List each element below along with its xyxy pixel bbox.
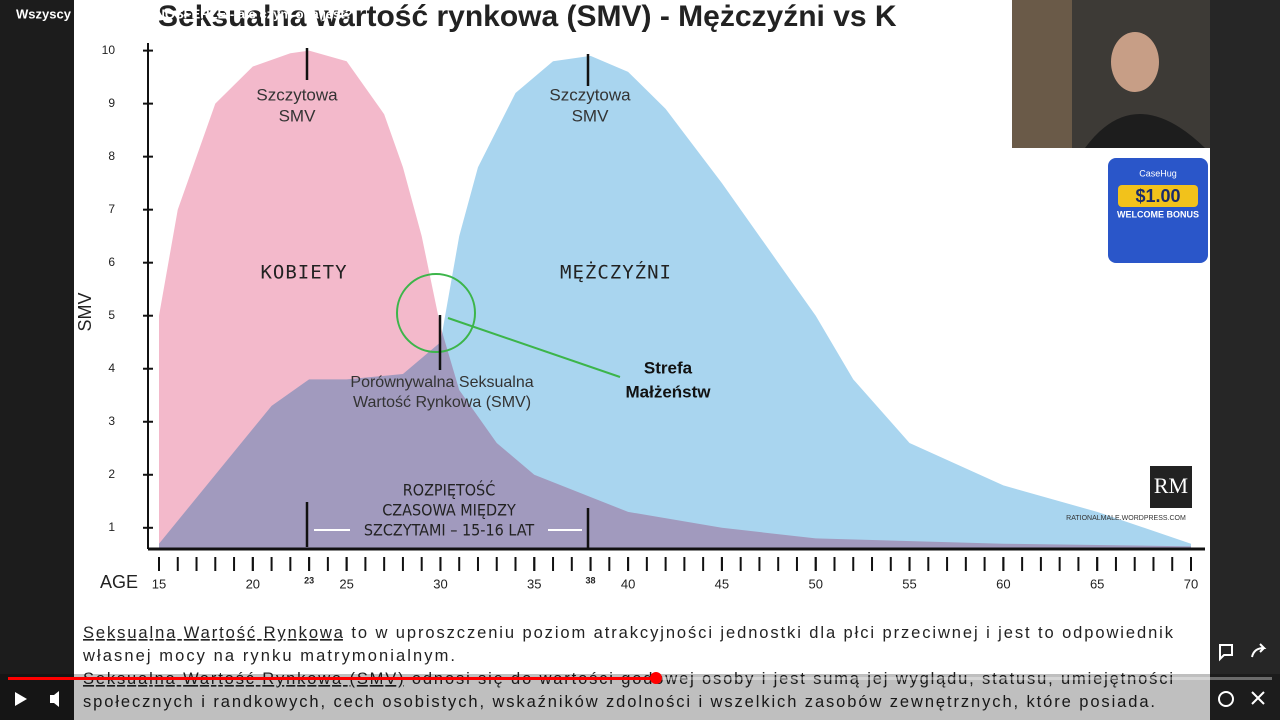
annotation: ROZPIĘTOŚĆ [403, 481, 496, 500]
ad-text: WELCOME BONUS [1117, 209, 1199, 219]
annotation: SZCZYTAMI – 15-16 LAT [364, 521, 534, 540]
blur-left [0, 0, 74, 720]
y-tick-label: 5 [108, 308, 115, 322]
blur-right [1210, 0, 1280, 720]
annotation: Szczytowa [549, 85, 631, 104]
annotation: RM [1154, 473, 1188, 498]
volume-button[interactable] [50, 691, 59, 707]
annotation: RATIONALMALE.WORDPRESS.COM [1066, 515, 1186, 522]
y-tick-label: 7 [108, 202, 115, 216]
annotation: Strefa [644, 358, 693, 377]
x-axis-label: AGE [100, 572, 138, 592]
annotation: Szczytowa [256, 85, 338, 104]
y-tick-label: 3 [108, 414, 115, 428]
fullscreen-button[interactable] [1251, 691, 1265, 705]
ad-brand: CaseHug [1139, 168, 1177, 178]
peak-lines [305, 48, 590, 550]
x-tick-label: 35 [527, 576, 541, 591]
progress-played [8, 677, 656, 680]
y-tick-label: 6 [108, 255, 115, 269]
logo-box [1150, 466, 1192, 508]
y-tick-label: 9 [108, 96, 115, 110]
progress-handle[interactable] [650, 672, 662, 684]
x-tick-label: 30 [433, 576, 447, 591]
legend-label: KOBIETY [260, 262, 347, 284]
ad-banner[interactable] [1108, 158, 1208, 263]
comments-button[interactable] [1219, 644, 1233, 662]
plot [159, 50, 1191, 550]
webcam-body [1085, 114, 1205, 148]
x-tick-label: 55 [902, 576, 916, 591]
annotation: CZASOWA MIĘDZY [382, 501, 516, 520]
annotation: SMV [279, 106, 317, 125]
x-tick-label: 65 [1090, 576, 1104, 591]
annotation: SMV [572, 106, 610, 125]
y-axis-label: SMV [75, 292, 95, 331]
caption-line: własnej mocy na rynku matrymonialnym. [82, 647, 455, 665]
play-button[interactable] [15, 692, 27, 706]
x-tick-label: 70 [1184, 576, 1198, 591]
controls-bar [0, 674, 1280, 720]
share-button[interactable] [1251, 643, 1267, 658]
ad-amount-box [1118, 185, 1198, 207]
caption-part: własnej mocy na rynku matrymonialnym. [82, 647, 455, 665]
x-tick-label: 50 [808, 576, 822, 591]
annotation: Wartość Rynkowa (SMV) [353, 394, 531, 411]
x-tick-label: 40 [621, 576, 635, 591]
x-tick-label: 25 [339, 576, 353, 591]
y-tick-label: 2 [108, 467, 115, 481]
y-tick-label: 4 [108, 361, 115, 375]
caption-part: to w uproszczeniu poziom atrakcyjności j… [345, 624, 1174, 642]
legend-label: MĘŻCZYŹNI [560, 261, 672, 284]
chart-title: Seksualna wartość rynkowa (SMV) - Mężczy… [158, 0, 897, 33]
x-tick-label: 38 [586, 575, 596, 585]
pointer-line [447, 317, 621, 378]
x-tick-label: 20 [246, 576, 260, 591]
x-tick-label: 60 [996, 576, 1010, 591]
y-tick-label: 8 [108, 149, 115, 163]
caption-line: społecznych i randkowych, cech osobistyc… [83, 693, 1155, 711]
area [159, 55, 1191, 549]
video-title[interactable]: Wszyscy żyjemy w MANOSFERZE - ale czym o… [16, 6, 353, 21]
caption-part: odnosi się do wartości godowej osoby i j… [405, 670, 1173, 688]
marker-circle [396, 273, 476, 353]
annotation: Porównywalna Seksualna [350, 374, 533, 391]
x-tick-label: 45 [715, 576, 729, 591]
x-tick-label: 15 [152, 576, 166, 591]
webcam-face [1111, 32, 1159, 92]
x-tick-label: 23 [304, 575, 314, 585]
caption-part: Seksualna Wartość Rynkowa [83, 624, 344, 642]
webcam-window [1012, 0, 1072, 148]
annotation: Małżeństw [625, 382, 711, 401]
y-tick-label: 1 [108, 520, 115, 534]
ad-amount: $1.00 [1135, 186, 1180, 206]
settings-button[interactable] [1218, 691, 1234, 707]
y-tick-label: 10 [102, 43, 116, 57]
caption-part: społecznych i randkowych, cech osobistyc… [83, 693, 1155, 711]
